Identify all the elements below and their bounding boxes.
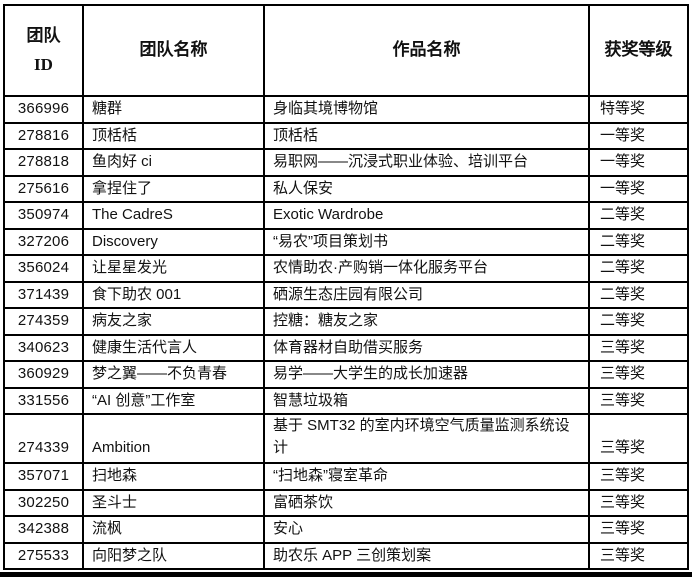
col-header-team-name: 团队名称 [82,4,265,97]
team-id-cell: 302250 [3,488,84,517]
team-name-cell: 扫地森 [82,462,265,491]
award-level-cell: 三等奖 [588,333,689,362]
work-name-cell: 易学——大学生的成长加速器 [263,360,590,389]
work-name-cell: 硒源生态庄园有限公司 [263,280,590,309]
team-id-cell: 357071 [3,462,84,491]
team-id-cell: 360929 [3,360,84,389]
table-row: 340623 健康生活代言人 体育器材自助借买服务 三等奖 [3,333,689,362]
team-id-cell: 331556 [3,386,84,415]
header-row: 团队 ID 团队名称 作品名称 获奖等级 [3,4,689,97]
work-name-cell: 身临其境博物馆 [263,95,590,124]
work-name-cell: “易农”项目策划书 [263,227,590,256]
table-row: 278818 鱼肉好 ci 易职网——沉浸式职业体验、培训平台 一等奖 [3,148,689,177]
work-name-cell: 易职网——沉浸式职业体验、培训平台 [263,148,590,177]
award-level-cell: 三等奖 [588,462,689,491]
award-level-cell: 二等奖 [588,227,689,256]
team-name-cell: 向阳梦之队 [82,541,265,570]
work-name-cell: 私人保安 [263,174,590,203]
col-header-award-level: 获奖等级 [588,4,689,97]
work-name-cell: 助农乐 APP 三创策划案 [263,541,590,570]
table-row: 357071 扫地森 “扫地森”寝室革命 三等奖 [3,462,689,491]
team-name-cell: 拿捏住了 [82,174,265,203]
team-id-cell: 278818 [3,148,84,177]
team-name-cell: 糖群 [82,95,265,124]
team-id-cell: 371439 [3,280,84,309]
awards-table: 团队 ID 团队名称 作品名称 获奖等级 366996 糖群 身临其境博物馆 特… [3,4,689,570]
table-row: 327206 Discovery “易农”项目策划书 二等奖 [3,227,689,256]
team-name-cell: 梦之翼——不负青春 [82,360,265,389]
team-id-cell: 366996 [3,95,84,124]
work-name-cell: 控糖：糖友之家 [263,307,590,336]
team-id-cell: 342388 [3,515,84,544]
award-level-cell: 三等奖 [588,386,689,415]
award-level-cell: 二等奖 [588,280,689,309]
team-id-cell: 340623 [3,333,84,362]
work-name-cell: 顶栝栝 [263,121,590,150]
team-name-cell: 健康生活代言人 [82,333,265,362]
team-id-cell: 275533 [3,541,84,570]
work-name-cell: 体育器材自助借买服务 [263,333,590,362]
team-name-cell: 病友之家 [82,307,265,336]
work-name-cell: “扫地森”寝室革命 [263,462,590,491]
page-bottom-rule [0,572,692,577]
team-id-cell: 356024 [3,254,84,283]
team-id-cell: 350974 [3,201,84,230]
work-name-cell: 智慧垃圾箱 [263,386,590,415]
team-id-cell: 327206 [3,227,84,256]
team-name-cell: 顶栝栝 [82,121,265,150]
award-level-cell: 三等奖 [588,360,689,389]
team-name-cell: “AI 创意”工作室 [82,386,265,415]
table-row: 275616 拿捏住了 私人保安 一等奖 [3,174,689,203]
award-level-cell: 二等奖 [588,307,689,336]
team-id-cell: 275616 [3,174,84,203]
award-level-cell: 三等奖 [588,488,689,517]
col-header-team-id: 团队 ID [3,4,84,97]
award-level-cell: 一等奖 [588,121,689,150]
work-name-cell: 农情助农·产购销一体化服务平台 [263,254,590,283]
award-level-cell: 三等奖 [588,515,689,544]
team-name-cell: 食下助农 001 [82,280,265,309]
work-name-cell: 基于 SMT32 的室内环境空气质量监测系统设计 [263,413,590,464]
table-row: 275533 向阳梦之队 助农乐 APP 三创策划案 三等奖 [3,541,689,570]
table-row: 302250 圣斗士 富硒茶饮 三等奖 [3,488,689,517]
team-id-cell: 274359 [3,307,84,336]
table-row: 366996 糖群 身临其境博物馆 特等奖 [3,95,689,124]
team-id-cell: 274339 [3,413,84,464]
table-row: 371439 食下助农 001 硒源生态庄园有限公司 二等奖 [3,280,689,309]
work-name-cell: 安心 [263,515,590,544]
award-level-cell: 特等奖 [588,95,689,124]
table-header: 团队 ID 团队名称 作品名称 获奖等级 [3,4,689,97]
table-row: 274359 病友之家 控糖：糖友之家 二等奖 [3,307,689,336]
team-name-cell: 让星星发光 [82,254,265,283]
table-row: 350974 The CadreS Exotic Wardrobe 二等奖 [3,201,689,230]
table-row: 360929 梦之翼——不负青春 易学——大学生的成长加速器 三等奖 [3,360,689,389]
award-level-cell: 一等奖 [588,174,689,203]
award-level-cell: 一等奖 [588,148,689,177]
award-level-cell: 三等奖 [588,413,689,464]
award-level-cell: 三等奖 [588,541,689,570]
table-row: 274339 Ambition 基于 SMT32 的室内环境空气质量监测系统设计… [3,413,689,464]
team-name-cell: 流枫 [82,515,265,544]
table-row: 356024 让星星发光 农情助农·产购销一体化服务平台 二等奖 [3,254,689,283]
col-header-work-name: 作品名称 [263,4,590,97]
table-row: 278816 顶栝栝 顶栝栝 一等奖 [3,121,689,150]
team-id-cell: 278816 [3,121,84,150]
award-level-cell: 二等奖 [588,254,689,283]
work-name-cell: Exotic Wardrobe [263,201,590,230]
table-row: 331556 “AI 创意”工作室 智慧垃圾箱 三等奖 [3,386,689,415]
table-row: 342388 流枫 安心 三等奖 [3,515,689,544]
work-name-cell: 富硒茶饮 [263,488,590,517]
team-name-cell: Discovery [82,227,265,256]
team-name-cell: 鱼肉好 ci [82,148,265,177]
team-name-cell: 圣斗士 [82,488,265,517]
award-level-cell: 二等奖 [588,201,689,230]
table-body: 366996 糖群 身临其境博物馆 特等奖 278816 顶栝栝 顶栝栝 一等奖… [3,95,689,570]
team-name-cell: Ambition [82,413,265,464]
team-name-cell: The CadreS [82,201,265,230]
